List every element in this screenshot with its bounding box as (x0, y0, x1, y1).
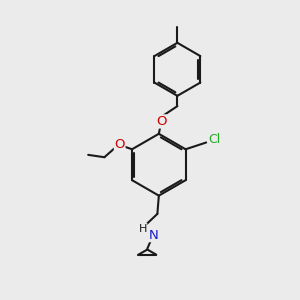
Text: Cl: Cl (208, 133, 220, 146)
Text: H: H (139, 224, 147, 234)
Text: O: O (114, 138, 125, 151)
Text: N: N (148, 229, 158, 242)
Text: O: O (156, 115, 166, 128)
